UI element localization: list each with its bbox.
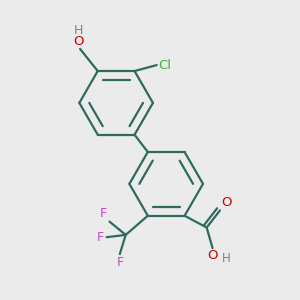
Text: O: O: [73, 35, 84, 48]
Text: F: F: [116, 256, 123, 269]
Text: O: O: [207, 249, 218, 262]
Text: H: H: [221, 252, 230, 265]
Text: O: O: [221, 196, 232, 209]
Text: F: F: [97, 231, 104, 244]
Text: F: F: [100, 207, 107, 220]
Text: Cl: Cl: [158, 58, 171, 72]
Text: H: H: [74, 24, 83, 37]
